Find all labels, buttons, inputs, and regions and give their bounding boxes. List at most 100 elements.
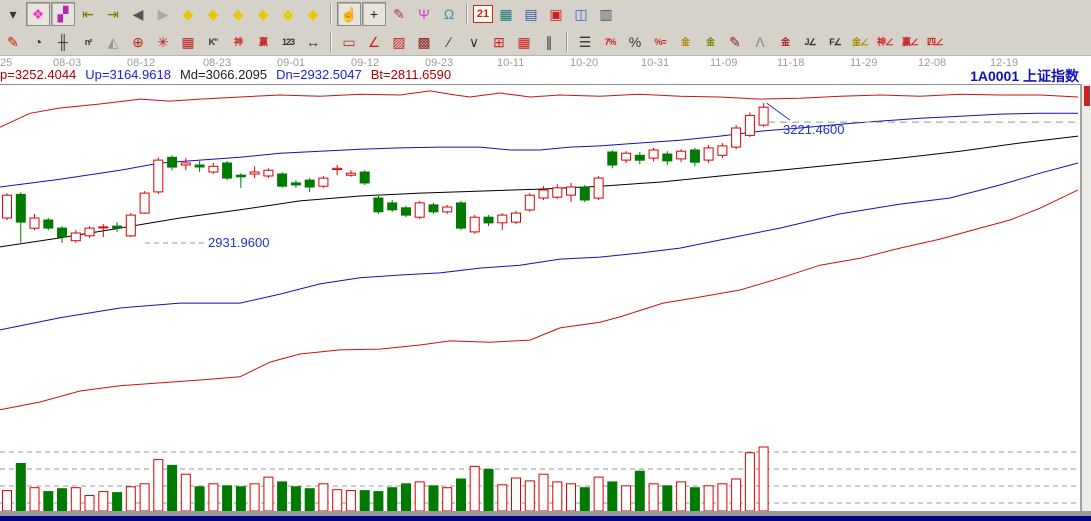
- candle-down: [194, 164, 205, 168]
- candle-up: [98, 226, 109, 229]
- volume-bar-up: [524, 480, 535, 512]
- scroll-right-icon[interactable]: ◆: [207, 6, 219, 22]
- date-label: 10-20: [570, 57, 599, 69]
- compress-all-icon[interactable]: ◆: [307, 6, 319, 22]
- go-first-icon[interactable]: ⇤: [82, 6, 94, 22]
- volume-bar-down: [634, 470, 645, 512]
- volume-bar-down: [167, 464, 178, 512]
- j-angle-icon[interactable]: J∠: [804, 37, 816, 47]
- filter-tool-icon[interactable]: Ψ: [418, 6, 430, 22]
- set-square-icon[interactable]: ◭: [107, 34, 119, 50]
- ruler-123-icon[interactable]: 123: [281, 37, 295, 47]
- line-annotate-icon[interactable]: ✎: [393, 6, 405, 22]
- workstation-icon[interactable]: ▥: [599, 6, 613, 22]
- volume-bar-up: [511, 477, 521, 512]
- gann-grid-box-icon[interactable]: ▦: [517, 34, 531, 50]
- rect-measure-icon[interactable]: ▭: [342, 34, 356, 50]
- go-last-icon[interactable]: ⇥: [107, 6, 119, 22]
- expand-horizontal-icon[interactable]: ◆: [232, 6, 244, 22]
- band-dn: [0, 162, 1079, 331]
- chart-style-icon[interactable]: ▞: [51, 2, 75, 26]
- ruler-ticks-icon[interactable]: ╫: [58, 34, 68, 50]
- step-forward-icon[interactable]: ▶: [157, 6, 169, 22]
- candle-pen-icon[interactable]: ✎: [729, 34, 741, 50]
- window-bottom-edge: [0, 516, 1091, 521]
- candle-up: [593, 177, 604, 199]
- fib-levels-icon[interactable]: ☰: [578, 34, 592, 50]
- si-angle-icon[interactable]: 四∠: [926, 37, 944, 47]
- parallel-lines-icon[interactable]: ∥: [545, 34, 553, 50]
- candle-down: [304, 179, 315, 188]
- candle-up: [345, 172, 356, 176]
- gann-fan-box-dark-icon[interactable]: ▩: [417, 34, 431, 50]
- star-target-icon[interactable]: ✳: [157, 34, 169, 50]
- golden-lines-icon[interactable]: 金: [705, 37, 715, 47]
- trend-angle-icon[interactable]: ∕: [447, 34, 451, 50]
- n-squared-icon[interactable]: n²: [84, 37, 93, 47]
- gann-grid-icon[interactable]: ⊞: [493, 34, 505, 50]
- notes-icon[interactable]: ▤: [524, 6, 538, 22]
- zigzag-icon[interactable]: ∨: [468, 34, 480, 50]
- symbol-label[interactable]: 1A0001 上证指数: [970, 66, 1079, 86]
- candles[interactable]: [2, 103, 769, 243]
- percent-icon[interactable]: %: [628, 34, 642, 50]
- brain-tool-icon[interactable]: Ω: [443, 6, 455, 22]
- save-all-icon[interactable]: ◫: [574, 6, 588, 22]
- width-measure-icon[interactable]: ↔: [306, 34, 320, 50]
- golden-box-icon[interactable]: 金: [780, 37, 790, 47]
- candle-up: [469, 216, 480, 233]
- scroll-left-icon[interactable]: ◆: [182, 6, 194, 22]
- volume-bars[interactable]: [2, 446, 769, 512]
- candle-down: [579, 186, 590, 201]
- step-back-icon[interactable]: ◀: [132, 6, 144, 22]
- candle-up: [524, 194, 535, 211]
- volume-bar-up: [84, 495, 95, 512]
- ying-measure-icon[interactable]: 赢: [258, 37, 268, 47]
- wave-tool-icon[interactable]: Λ: [755, 34, 765, 50]
- circle-cross-icon[interactable]: ⊕: [132, 34, 144, 50]
- save-icon[interactable]: ▣: [549, 6, 563, 22]
- percent-seven-icon[interactable]: 7%: [604, 37, 616, 47]
- volume-bar-up: [98, 491, 109, 512]
- crosshair-tool-icon[interactable]: +: [362, 2, 386, 26]
- shen-measure-icon[interactable]: 神: [233, 37, 243, 47]
- hand-tool-icon[interactable]: ☝: [337, 2, 361, 26]
- calculator-icon[interactable]: ▦: [499, 6, 513, 22]
- candle-up: [180, 162, 191, 166]
- candle-up: [676, 150, 687, 160]
- gann-fan-icon[interactable]: ∠: [367, 34, 381, 50]
- date-label: 11-09: [710, 57, 738, 69]
- dropdown-arrow-icon[interactable]: ▾: [9, 6, 17, 22]
- date-label: 11-29: [850, 57, 878, 69]
- candle-up: [125, 214, 136, 237]
- grid-target-icon[interactable]: ▦: [181, 34, 195, 50]
- candle-up: [318, 177, 329, 187]
- brush-icon[interactable]: ✎: [7, 34, 19, 50]
- ying-angle-icon[interactable]: 赢∠: [901, 37, 919, 47]
- right-scroll-strip[interactable]: [1081, 84, 1091, 511]
- compress-horizontal-icon[interactable]: ◆: [257, 6, 269, 22]
- date-label: 08-03: [53, 57, 82, 69]
- band-bt: [0, 189, 1079, 411]
- gold-angle-icon[interactable]: 金∠: [851, 37, 869, 47]
- percent-levels-icon[interactable]: %=: [654, 37, 666, 47]
- volume-bar-down: [579, 487, 590, 512]
- candle-up: [414, 202, 425, 218]
- volume-bar-down: [359, 490, 370, 512]
- golden-circle-icon[interactable]: 金: [680, 37, 690, 47]
- gauge-icon[interactable]: ◔: [33, 34, 43, 50]
- k-line-icon[interactable]: K": [208, 37, 219, 47]
- candle-down: [290, 182, 301, 186]
- candle-down: [456, 202, 466, 229]
- toolbar-separator: [466, 4, 468, 24]
- f-angle-icon[interactable]: F∠: [829, 37, 842, 47]
- band-md: [0, 135, 1079, 248]
- volume-bar-up: [70, 487, 81, 512]
- shen-angle-icon[interactable]: 神∠: [876, 37, 894, 47]
- volume-bar-up: [717, 483, 728, 512]
- gann-fan-box-icon[interactable]: ▨: [392, 34, 406, 50]
- app-logo-icon[interactable]: ❖: [26, 2, 50, 26]
- calendar-icon[interactable]: 21: [473, 5, 493, 23]
- expand-all-icon[interactable]: ◆: [282, 6, 294, 22]
- chart-canvas[interactable]: 3221.4600 2931.9600: [0, 84, 1081, 521]
